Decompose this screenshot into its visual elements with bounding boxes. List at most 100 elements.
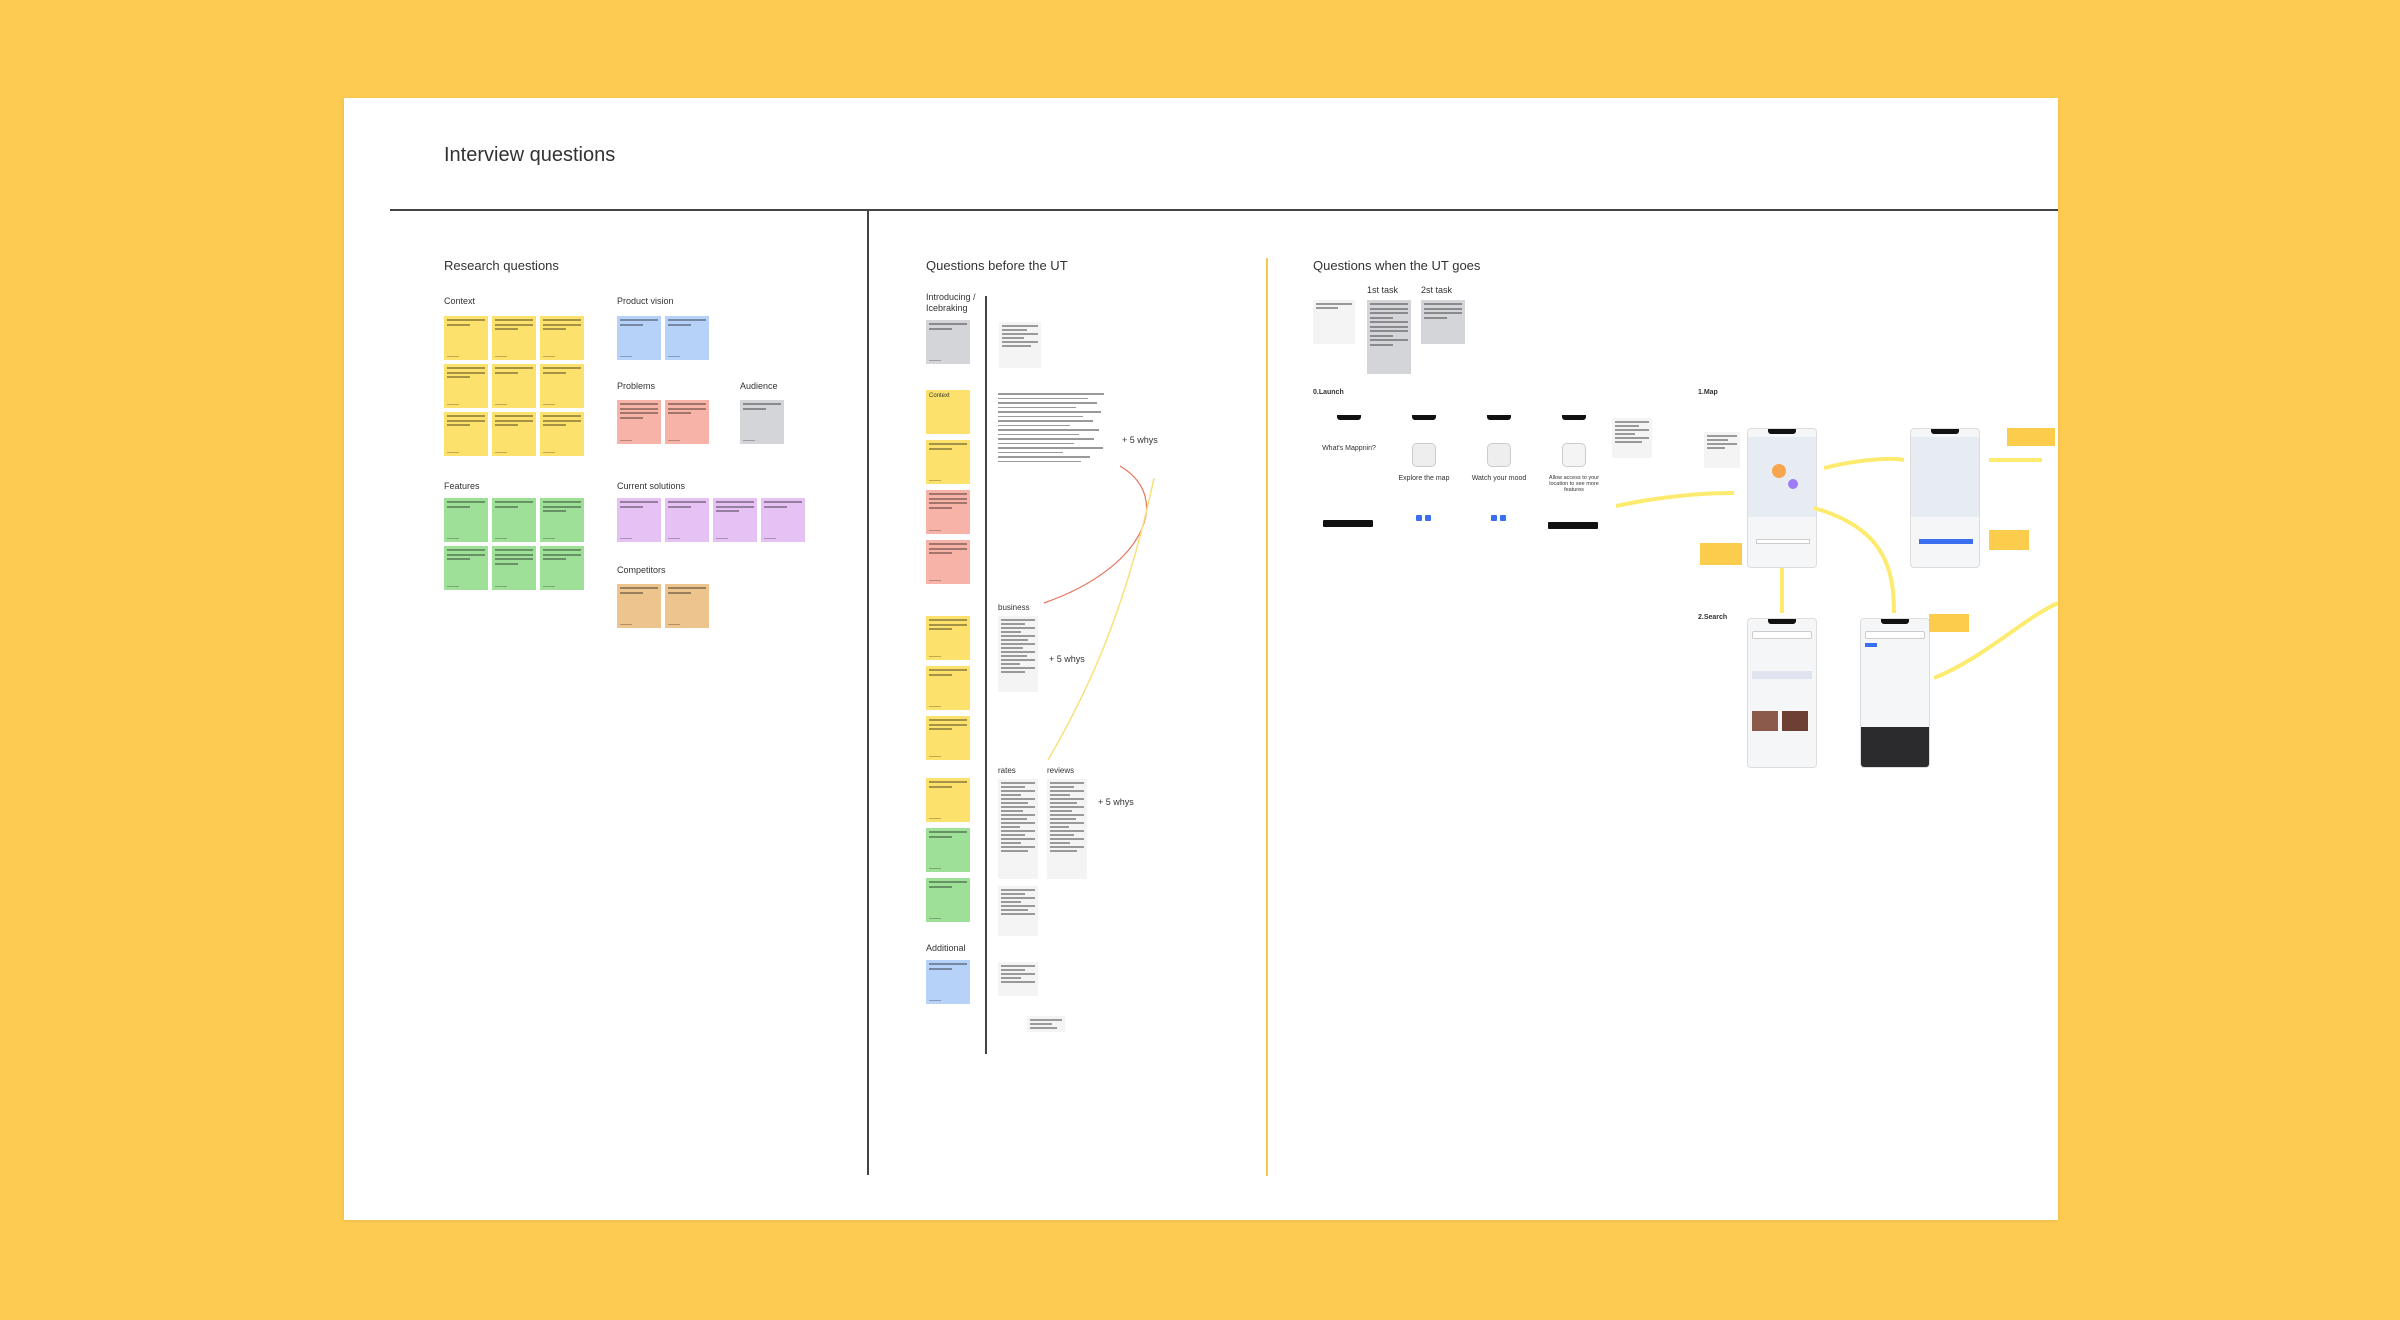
launch-screen-4[interactable]: Allow access to your location to see mor… bbox=[1544, 415, 1604, 535]
yellow-arrow bbox=[1823, 456, 1905, 470]
sticky-note[interactable] bbox=[444, 412, 488, 456]
sticky-note[interactable] bbox=[444, 546, 488, 590]
rates-notes bbox=[998, 779, 1038, 879]
place-thumbnail[interactable] bbox=[1782, 711, 1808, 731]
sticky-note[interactable] bbox=[444, 316, 488, 360]
sticky-note[interactable] bbox=[926, 540, 970, 584]
sticky-note[interactable] bbox=[665, 316, 709, 360]
sticky-note[interactable] bbox=[740, 400, 784, 444]
section-divider-2 bbox=[1266, 258, 1268, 1176]
current-solutions-label: Current solutions bbox=[617, 481, 686, 491]
sticky-note[interactable] bbox=[926, 616, 970, 660]
sticky-note[interactable] bbox=[926, 960, 970, 1004]
task-1-sticky[interactable] bbox=[1367, 300, 1411, 374]
sticky-note[interactable] bbox=[492, 316, 536, 360]
sticky-note[interactable] bbox=[926, 716, 970, 760]
yellow-arrow bbox=[1813, 506, 1896, 614]
sticky-note[interactable] bbox=[926, 828, 970, 872]
keyboard[interactable] bbox=[1861, 727, 1929, 767]
sticky-note[interactable] bbox=[617, 400, 661, 444]
sticky-note[interactable] bbox=[665, 498, 709, 542]
timeline-line bbox=[985, 296, 987, 1054]
compass-icon bbox=[1412, 443, 1436, 467]
sticky-note[interactable] bbox=[926, 320, 970, 364]
sticky-note[interactable] bbox=[665, 400, 709, 444]
sticky-note[interactable] bbox=[665, 584, 709, 628]
search-input[interactable] bbox=[1865, 631, 1925, 639]
sticky-note[interactable] bbox=[540, 316, 584, 360]
sticky-note[interactable] bbox=[540, 412, 584, 456]
map-screen-2[interactable] bbox=[1910, 428, 1980, 568]
sticky-note[interactable] bbox=[444, 498, 488, 542]
sticky-note[interactable]: Context bbox=[926, 390, 970, 434]
callout-note bbox=[1989, 530, 2029, 550]
sticky-note[interactable] bbox=[926, 440, 970, 484]
section-divider-1 bbox=[867, 209, 869, 1175]
allow-location-button[interactable] bbox=[1548, 522, 1598, 529]
search-screen-2[interactable] bbox=[1860, 618, 1930, 768]
map-slider[interactable] bbox=[1919, 539, 1973, 544]
search-chip[interactable] bbox=[1865, 643, 1877, 647]
sticky-note[interactable] bbox=[492, 498, 536, 542]
map-pin-icon[interactable] bbox=[1788, 479, 1798, 489]
sticky-note[interactable] bbox=[492, 546, 536, 590]
features-label: Features bbox=[444, 481, 480, 491]
sticky-note[interactable] bbox=[926, 778, 970, 822]
launch-screen-3-title: Watch your mood bbox=[1471, 475, 1527, 482]
first-task-label: 1st task bbox=[1367, 285, 1399, 295]
map-notes bbox=[1704, 432, 1740, 468]
rates-label: rates bbox=[998, 766, 1016, 775]
sticky-note[interactable] bbox=[540, 546, 584, 590]
option-icon[interactable] bbox=[1416, 515, 1422, 521]
sticky-note[interactable] bbox=[492, 412, 536, 456]
place-thumbnail[interactable] bbox=[1752, 711, 1778, 731]
sticky-note[interactable] bbox=[540, 498, 584, 542]
sticky-note[interactable] bbox=[540, 364, 584, 408]
map-screen-1[interactable] bbox=[1747, 428, 1817, 568]
sticky-note[interactable] bbox=[617, 584, 661, 628]
search-screen-1[interactable] bbox=[1747, 618, 1817, 768]
map-slider[interactable] bbox=[1756, 539, 1810, 544]
option-icon[interactable] bbox=[1491, 515, 1497, 521]
sticky-note[interactable] bbox=[926, 666, 970, 710]
launch-next-button[interactable] bbox=[1323, 520, 1373, 527]
map-view[interactable] bbox=[1911, 437, 1979, 517]
launch-screen-2[interactable]: Explore the map bbox=[1394, 415, 1454, 535]
task-2-sticky[interactable] bbox=[1421, 300, 1465, 344]
before-ut-section-title: Questions before the UT bbox=[926, 258, 1068, 273]
option-icon[interactable] bbox=[1425, 515, 1431, 521]
sticky-note[interactable] bbox=[444, 364, 488, 408]
business-notes bbox=[998, 616, 1038, 692]
five-whys-label: + 5 whys bbox=[1049, 654, 1085, 664]
second-task-label: 2st task bbox=[1421, 285, 1453, 295]
introducing-label: Introducing / Icebraking bbox=[926, 292, 976, 313]
option-icon[interactable] bbox=[1500, 515, 1506, 521]
sticky-note[interactable] bbox=[761, 498, 805, 542]
launch-notes bbox=[1612, 418, 1652, 458]
business-label: business bbox=[998, 603, 1030, 612]
search-filter-bar[interactable] bbox=[1752, 671, 1812, 679]
launch-screen-2-title: Explore the map bbox=[1398, 475, 1450, 482]
sticky-note[interactable] bbox=[926, 490, 970, 534]
launch-screen-4-title: Allow access to your location to see mor… bbox=[1548, 475, 1600, 493]
sticky-note[interactable] bbox=[926, 878, 970, 922]
search-input[interactable] bbox=[1752, 631, 1812, 639]
sticky-note[interactable] bbox=[492, 364, 536, 408]
whiteboard-canvas[interactable]: Interview questions Research questions C… bbox=[344, 98, 2058, 1220]
map-pin-icon[interactable] bbox=[1772, 464, 1786, 478]
five-whys-label: + 5 whys bbox=[1122, 435, 1158, 445]
board-title: Interview questions bbox=[444, 144, 616, 166]
yellow-arrow bbox=[1933, 601, 2058, 680]
research-section-title: Research questions bbox=[444, 258, 559, 273]
sticky-note[interactable] bbox=[713, 498, 757, 542]
launch-screen-3[interactable]: Watch your mood bbox=[1469, 415, 1529, 535]
problems-label: Problems bbox=[617, 381, 656, 391]
connector-arrows bbox=[1043, 456, 2058, 761]
intro-note bbox=[1313, 300, 1355, 344]
competitors-label: Competitors bbox=[617, 565, 666, 575]
launch-screen-1[interactable]: What's Mappnin? bbox=[1319, 415, 1379, 535]
sticky-note[interactable] bbox=[617, 498, 661, 542]
yellow-arrow bbox=[1615, 491, 1735, 508]
launch-screen-1-title: What's Mappnin? bbox=[1322, 445, 1376, 452]
sticky-note[interactable] bbox=[617, 316, 661, 360]
